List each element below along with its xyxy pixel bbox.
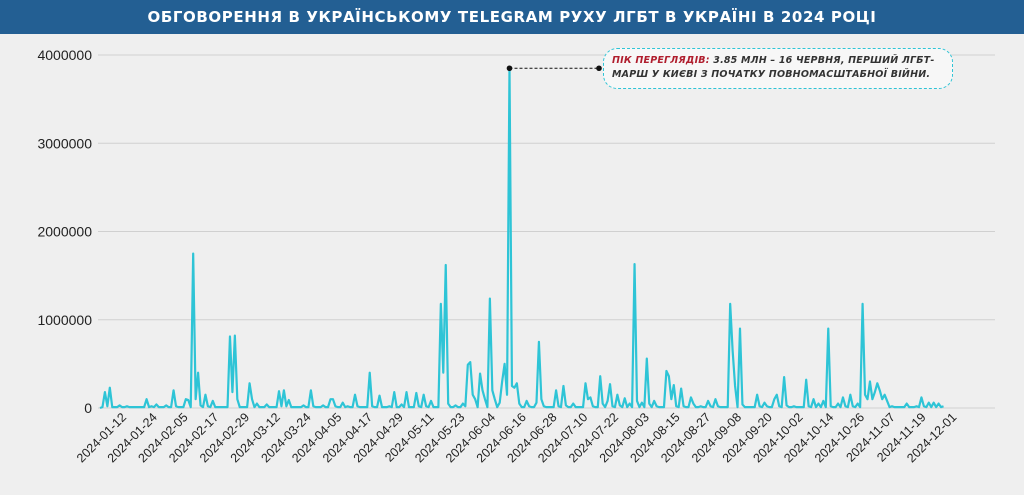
- annotation-highlight: ПІК ПЕРЕГЛЯДІВ:: [612, 55, 710, 66]
- leader-end-marker: [596, 65, 602, 72]
- y-tick-label: 2000000: [37, 224, 92, 240]
- y-tick-label: 0: [84, 400, 92, 416]
- line-chart: 010000002000000300000040000002024-01-122…: [37, 47, 995, 465]
- series-line: [99, 67, 944, 410]
- y-tick-label: 4000000: [37, 47, 92, 63]
- annotation-text: 3.85 МЛН – 16 ЧЕРВНЯ, ПЕРШИЙ ЛГБТ-МАРШ У…: [612, 55, 935, 80]
- chart-title: ОБГОВОРЕННЯ В УКРАЇНСЬКОМУ TELEGRAM РУХУ…: [0, 0, 1024, 34]
- y-tick-label: 1000000: [37, 312, 92, 328]
- peak-annotation: ПІК ПЕРЕГЛЯДІВ: 3.85 МЛН – 16 ЧЕРВНЯ, ПЕ…: [603, 48, 953, 89]
- y-tick-label: 3000000: [37, 135, 92, 151]
